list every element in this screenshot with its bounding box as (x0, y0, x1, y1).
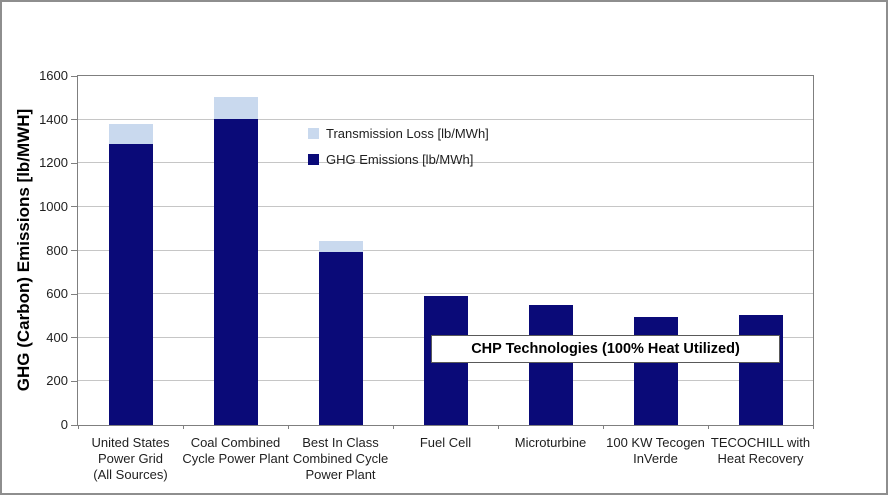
bar-segment-ghg-emissions (108, 143, 153, 425)
bar-segment-transmission-loss (318, 240, 363, 252)
y-tick-label: 600 (46, 286, 68, 302)
bar-segment-transmission-loss (108, 124, 153, 144)
x-category-label: 100 KW Tecogen InVerde (589, 435, 723, 467)
x-tick-mark (602, 425, 604, 429)
y-tick-mark (71, 424, 77, 426)
bar-segment-ghg-emissions (318, 251, 363, 425)
legend-item-ghg-emissions: GHG Emissions [lb/MWh] (308, 146, 489, 172)
bar-segment-ghg-emissions (213, 118, 258, 425)
x-category-label-line: InVerde (633, 451, 678, 466)
x-category-label-line: Best In Class (302, 435, 379, 450)
x-category-label-line: Power Plant (305, 467, 376, 482)
y-tick-mark (71, 250, 77, 251)
legend-label: GHG Emissions [lb/MWh] (326, 151, 474, 167)
bar-segment-ghg-emissions (528, 305, 573, 425)
y-tick-label: 1000 (39, 198, 68, 214)
x-tick-mark (77, 425, 79, 429)
gridline (78, 293, 813, 295)
y-tick-label: 800 (46, 242, 68, 258)
x-category-label: United States Power Grid (All Sources) (64, 435, 198, 483)
y-tick-label: 0 (60, 417, 68, 432)
x-category-label-line: Combined Cycle (292, 451, 389, 466)
bar-segment-ghg-emissions (633, 317, 678, 425)
gridline (78, 205, 813, 207)
x-tick-mark (497, 425, 499, 429)
y-tick-label: 1600 (39, 68, 68, 83)
y-tick-label: 1400 (39, 111, 68, 127)
y-tick-mark (71, 206, 77, 208)
x-category-label-line: 100 KW Tecogen (606, 435, 705, 450)
x-category-label: TECOCHILL with Heat Recovery (694, 435, 828, 467)
y-tick-mark (71, 380, 77, 382)
legend-item-transmission-loss: Transmission Loss [lb/MWh] (308, 120, 489, 146)
x-category-label: Microturbine (484, 435, 618, 451)
ghg-emissions-swatch-icon (308, 153, 319, 165)
gridline (78, 249, 813, 251)
x-category-label-line: Cycle Power Plant (182, 451, 289, 466)
x-category-label-line: Heat Recovery (717, 451, 804, 466)
x-category-label-line: Fuel Cell (419, 435, 472, 450)
y-tick-mark (71, 337, 77, 339)
y-tick-mark (71, 162, 77, 164)
x-category-label: Best In Class Combined Cycle Power Plant (274, 435, 408, 483)
bar-segment-transmission-loss (213, 96, 258, 119)
chp-technologies-annotation: CHP Technologies (100% Heat Utilized) (431, 335, 780, 363)
y-tick-label: 200 (46, 373, 68, 389)
y-tick-label: 400 (46, 329, 68, 345)
plot-area (77, 75, 814, 429)
x-category-label: Fuel Cell (379, 435, 513, 451)
x-category-label-line: (All Sources) (93, 467, 168, 482)
x-category-label-line: Power Grid (97, 451, 164, 466)
x-tick-mark (182, 425, 184, 429)
legend-label: Transmission Loss [lb/MWh] (326, 125, 489, 141)
x-tick-mark (707, 425, 709, 429)
x-category-label: Coal Combined Cycle Power Plant (169, 435, 303, 467)
y-tick-mark (71, 293, 77, 295)
gridline (78, 118, 813, 120)
y-tick-label: 1200 (39, 155, 68, 171)
x-tick-mark (812, 425, 814, 429)
transmission-loss-swatch-icon (308, 127, 319, 139)
y-tick-mark (71, 119, 77, 121)
legend: Transmission Loss [lb/MWh] GHG Emissions… (308, 120, 489, 172)
x-category-label-line: United States (91, 435, 170, 450)
y-tick-mark (71, 75, 77, 77)
x-category-label-line: Microturbine (514, 435, 587, 450)
x-tick-mark (392, 425, 394, 429)
x-tick-mark (287, 425, 289, 429)
gridline (78, 162, 813, 164)
bar-segment-ghg-emissions (738, 314, 783, 425)
x-category-label-line: TECOCHILL with (710, 435, 811, 450)
x-category-label-line: Coal Combined (190, 435, 281, 450)
